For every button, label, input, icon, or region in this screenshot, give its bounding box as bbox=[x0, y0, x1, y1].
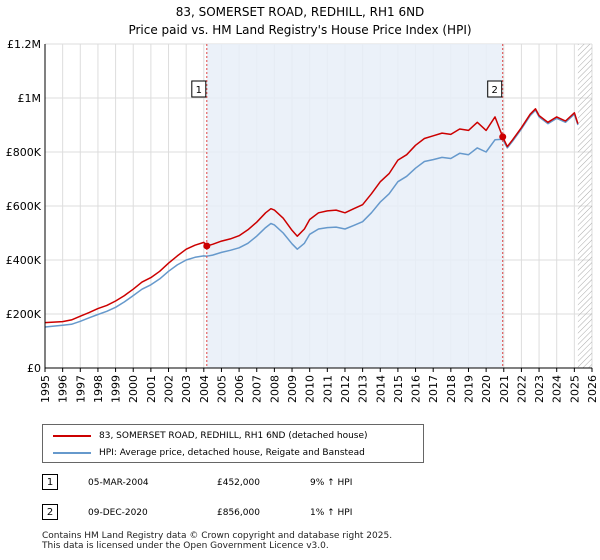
x-tick-label: 2020 bbox=[480, 375, 493, 403]
footer: Contains HM Land Registry data © Crown c… bbox=[42, 531, 392, 551]
sale-label-box-2 bbox=[487, 80, 503, 98]
sale-number-badge: 2 bbox=[42, 504, 58, 520]
x-tick-label: 2018 bbox=[445, 375, 458, 403]
sale-hpi-change: 9% ↑ HPI bbox=[310, 478, 353, 488]
x-tick-label: 2019 bbox=[462, 375, 475, 403]
x-tick-label: 2024 bbox=[551, 375, 564, 403]
footer-copyright: Contains HM Land Registry data © Crown c… bbox=[42, 531, 393, 541]
sale-label-1: 1 bbox=[196, 85, 202, 96]
future-hatched-region bbox=[577, 44, 592, 368]
sale-point-1 bbox=[203, 242, 211, 250]
sale-label-2: 2 bbox=[492, 85, 498, 96]
legend: 83, SOMERSET ROAD, REDHILL, RH1 6ND (det… bbox=[42, 424, 424, 463]
sale-price: £452,000 bbox=[217, 478, 260, 488]
x-tick-label: 2015 bbox=[392, 375, 405, 403]
ownership-period-shading bbox=[206, 44, 503, 368]
sale-hpi-change: 1% ↑ HPI bbox=[310, 508, 353, 518]
sale-label-box-1 bbox=[191, 80, 207, 98]
y-tick-label: £600K bbox=[6, 200, 42, 213]
x-tick-label: 1996 bbox=[57, 375, 70, 403]
y-tick-label: £200K bbox=[6, 308, 42, 321]
x-tick-label: 1998 bbox=[92, 375, 105, 403]
x-tick-label: 2016 bbox=[410, 375, 423, 403]
x-tick-label: 2004 bbox=[198, 375, 211, 403]
chart-title-line-1: 83, SOMERSET ROAD, REDHILL, RH1 6ND bbox=[175, 5, 425, 19]
y-tick-label: £1.2M bbox=[7, 38, 41, 51]
chart-title: 83, SOMERSET ROAD, REDHILL, RH1 6ND Pric… bbox=[0, 3, 600, 39]
sale-number-badge: 1 bbox=[42, 474, 58, 490]
x-tick-label: 2003 bbox=[180, 375, 193, 403]
y-tick-label: £1M bbox=[18, 92, 42, 105]
x-tick-label: 2014 bbox=[374, 375, 387, 403]
x-tick-label: 2000 bbox=[127, 375, 140, 403]
legend-label-property: 83, SOMERSET ROAD, REDHILL, RH1 6ND (det… bbox=[99, 431, 368, 441]
legend-label-hpi: HPI: Average price, detached house, Reig… bbox=[99, 448, 365, 458]
x-tick-label: 2007 bbox=[251, 375, 264, 403]
x-tick-label: 2008 bbox=[268, 375, 281, 403]
x-tick-label: 2012 bbox=[339, 375, 352, 403]
sale-point-2 bbox=[499, 133, 507, 141]
x-tick-label: 2017 bbox=[427, 375, 440, 403]
x-tick-label: 2006 bbox=[233, 375, 246, 403]
sale-price: £856,000 bbox=[217, 508, 260, 518]
x-tick-label: 2005 bbox=[215, 375, 228, 403]
x-tick-label: 2026 bbox=[586, 375, 599, 403]
x-tick-label: 2001 bbox=[145, 375, 158, 403]
x-tick-label: 1997 bbox=[74, 375, 87, 403]
y-tick-label: £400K bbox=[6, 254, 42, 267]
x-tick-label: 2023 bbox=[533, 375, 546, 403]
x-tick-label: 2025 bbox=[568, 375, 581, 403]
sale-date: 05-MAR-2004 bbox=[88, 478, 149, 488]
x-tick-label: 1999 bbox=[110, 375, 123, 403]
legend-swatch-property bbox=[53, 435, 91, 437]
chart-title-line-2: Price paid vs. HM Land Registry's House … bbox=[128, 23, 472, 37]
x-tick-label: 1995 bbox=[39, 375, 52, 403]
x-tick-label: 2013 bbox=[357, 375, 370, 403]
x-tick-label: 2022 bbox=[515, 375, 528, 403]
x-tick-label: 2009 bbox=[286, 375, 299, 403]
legend-swatch-hpi bbox=[53, 452, 91, 454]
footer-licence: This data is licensed under the Open Gov… bbox=[42, 541, 329, 551]
y-tick-label: £800K bbox=[6, 146, 42, 159]
y-tick-label: £0 bbox=[27, 362, 41, 375]
x-tick-label: 2010 bbox=[304, 375, 317, 403]
x-tick-label: 2011 bbox=[321, 375, 334, 403]
sale-date: 09-DEC-2020 bbox=[88, 508, 148, 518]
x-tick-label: 2021 bbox=[498, 375, 511, 403]
price-chart: 1 2 £0 £200K £400K £600K £800K £1M £1.2M 1995 199… bbox=[6, 38, 599, 403]
x-tick-label: 2002 bbox=[163, 375, 176, 403]
